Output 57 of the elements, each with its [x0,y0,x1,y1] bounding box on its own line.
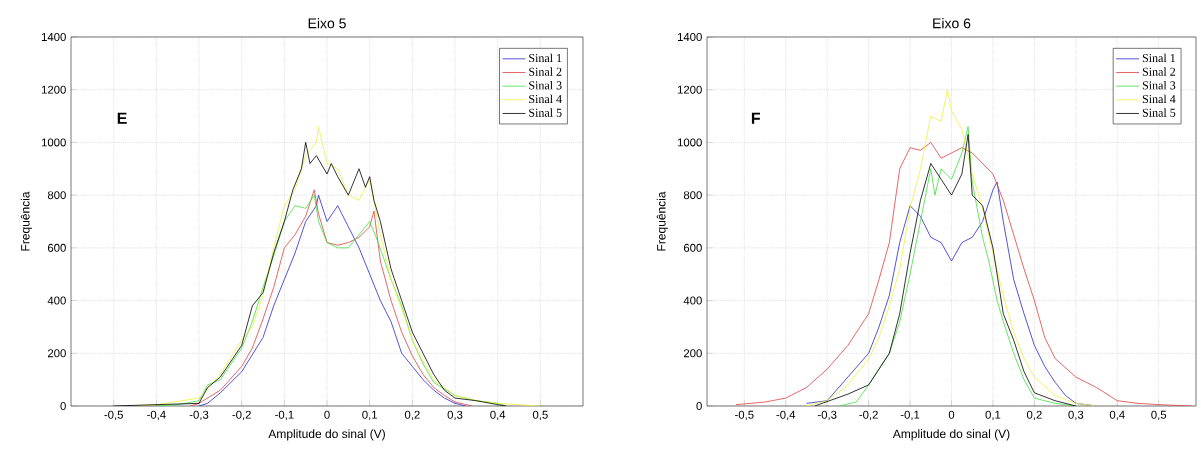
x-tick-label: 0,4 [1109,410,1125,421]
chart-title: Eixo 5 [308,18,346,29]
legend-label: Sinal 4 [529,94,562,104]
x-tick-label: 0,1 [985,410,1001,421]
y-tick-label: 400 [683,296,702,305]
annotation: E [117,112,127,124]
x-axis-title: Amplitude do sinal (V) [268,429,385,441]
x-tick-label: -0,3 [817,410,837,421]
y-tick-label: 1000 [41,138,66,147]
x-tick-label: 0,3 [1068,410,1084,421]
x-tick-label: 0,1 [362,410,378,421]
x-tick-label: 0,3 [447,410,463,421]
x-tick-label: -0,2 [859,410,878,421]
legend-label: Sinal 1 [1142,53,1176,63]
line-series [806,89,1097,406]
x-tick-label: 0 [324,410,330,419]
y-tick-label: 800 [47,191,66,200]
x-tick-label: -0,4 [147,410,166,421]
y-axis-title: Frequência [20,191,32,251]
x-tick-label: 0,2 [1026,410,1042,421]
x-tick-label: -0,1 [275,410,294,421]
x-tick-label: 0,5 [1151,410,1167,421]
y-tick-label: 400 [47,296,66,305]
x-tick-label: 0,4 [490,410,506,421]
x-tick-label: -0,1 [900,410,920,421]
y-tick-label: 1400 [677,32,702,41]
x-tick-label: -0,5 [104,410,123,421]
y-tick-label: 0 [696,401,702,410]
legend-label: Sinal 5 [1142,108,1176,117]
x-tick-label: 0,2 [404,410,420,421]
y-tick-label: 600 [683,243,702,252]
y-tick-label: 1000 [677,138,702,147]
x-tick-label: -0,2 [232,410,251,421]
y-tick-label: 600 [47,243,66,252]
y-tick-label: 800 [683,191,702,200]
x-tick-label: 0 [948,410,955,419]
x-tick-label: 0,5 [532,410,548,421]
x-axis-title: Amplitude do sinal (V) [892,429,1010,441]
y-tick-label: 200 [683,349,702,358]
x-tick-label: -0,4 [776,410,796,421]
y-tick-label: 1200 [677,85,702,94]
legend-label: Sinal 2 [1142,67,1176,76]
legend-label: Sinal 1 [529,53,562,63]
x-tick-label: -0,3 [189,410,209,421]
chart-title: Eixo 6 [933,18,971,29]
legend-label: Sinal 5 [529,108,562,117]
y-tick-label: 1400 [41,32,66,41]
y-tick-label: 1200 [41,85,66,94]
legend-label: Sinal 3 [1142,80,1176,90]
legend-label: Sinal 3 [529,80,562,90]
y-tick-label: 0 [60,401,66,410]
y-tick-label: 200 [47,349,66,358]
y-axis-title: Frequência [656,191,668,251]
x-tick-label: -0,5 [735,410,754,421]
legend-label: Sinal 2 [529,67,562,76]
legend-label: Sinal 4 [1142,94,1176,104]
annotation: F [751,112,761,124]
